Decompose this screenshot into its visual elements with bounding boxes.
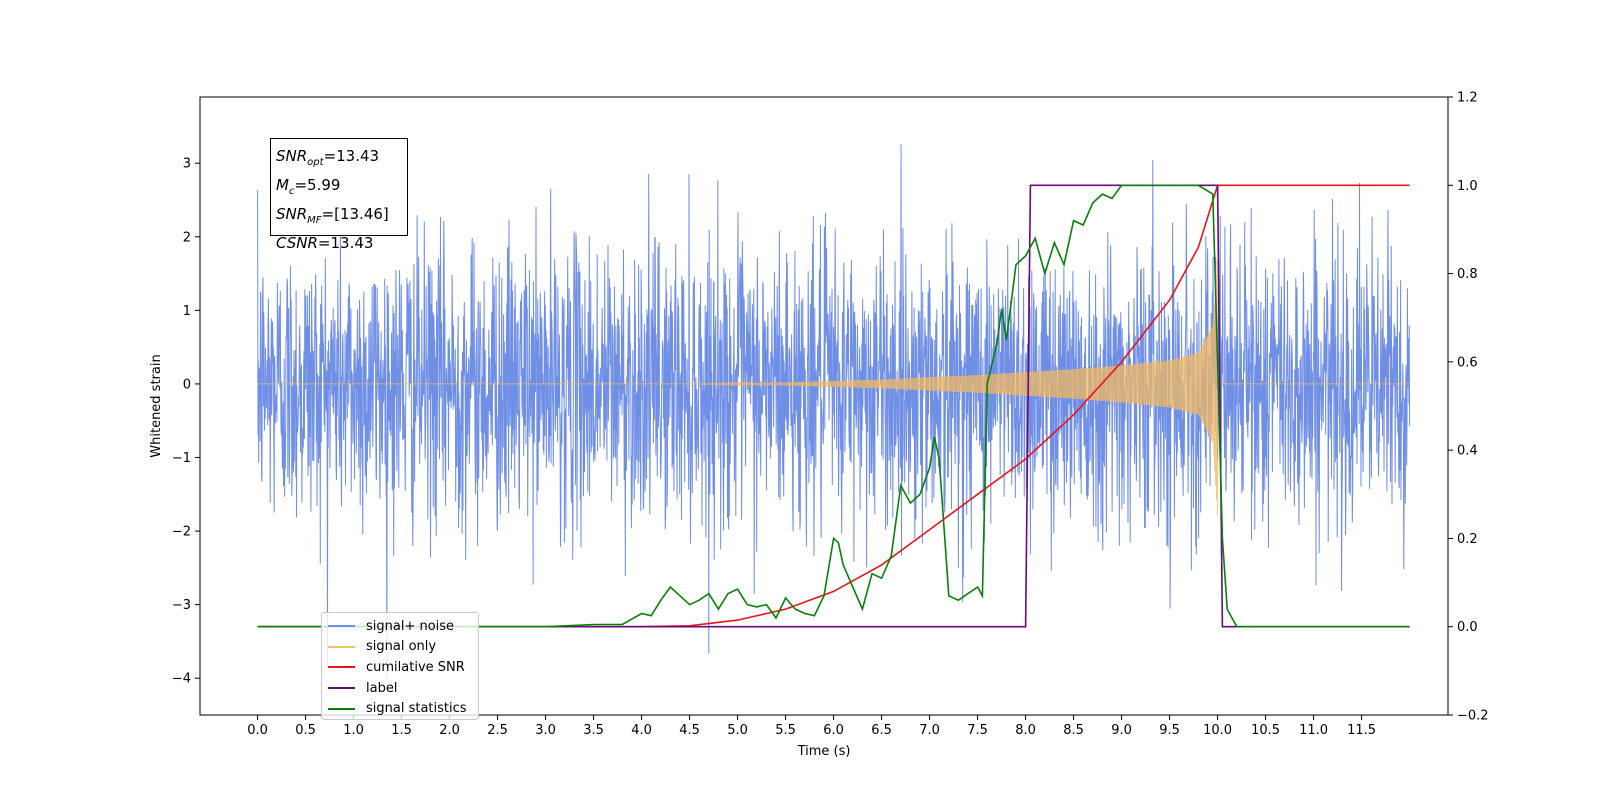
snr-mf-sub: MF — [307, 215, 322, 226]
legend-item-signal-noise: signal+ noise — [328, 616, 478, 637]
y-right-tick-label: 1.2 — [1457, 91, 1478, 106]
csnr-base: CSNR — [276, 234, 318, 252]
series-signal-only-line — [257, 260, 1410, 516]
y-left-tick-label: −3 — [172, 598, 191, 613]
legend-item-cumilative-snr: cumilative SNR — [328, 657, 478, 678]
x-tick-label: 0.5 — [295, 723, 316, 738]
y-right-tick-label: 0.8 — [1457, 267, 1478, 282]
y-right-tick-label: 0.4 — [1457, 444, 1478, 459]
snr-opt-sub: opt — [307, 157, 324, 168]
legend-label: signal only — [366, 639, 437, 655]
csnr-value: =13.43 — [317, 234, 374, 252]
snr-mf-line: SNRMF=[13.46] — [276, 203, 407, 232]
legend-swatch — [328, 645, 355, 648]
legend-item-label: label — [328, 678, 478, 699]
x-tick-label: 6.5 — [871, 723, 892, 738]
x-axis-label: Time (s) — [797, 744, 851, 759]
y-axis-left-label: Whitened strain — [149, 354, 164, 457]
series-signal-statistics-line — [257, 184, 1410, 628]
x-tick-label: 6.0 — [823, 723, 844, 738]
legend-swatch — [328, 707, 355, 710]
snr-mf-base: SNR — [276, 205, 308, 223]
x-tick-label: 4.0 — [631, 723, 652, 738]
csnr-line: CSNR=13.43 — [276, 232, 407, 254]
x-tick-label: 5.0 — [727, 723, 748, 738]
legend-label: signal statistics — [366, 701, 467, 717]
series-signal-noise-line — [257, 144, 1411, 678]
x-tick-label: 2.5 — [487, 723, 508, 738]
legend-item-signal-statistics: signal statistics — [328, 698, 478, 719]
snr-annotation-box: SNRopt=13.43 Mc=5.99 SNRMF=[13.46] CSNR=… — [270, 138, 408, 252]
legend: signal+ noise signal only cumilative SNR… — [321, 612, 479, 720]
y-left-tick-label: −2 — [172, 525, 191, 540]
legend-label: signal+ noise — [366, 618, 455, 634]
y-left-tick-label: −1 — [172, 451, 191, 466]
y-axis-left: 3 2 1 0 −1 −2 −3 −4 — [172, 157, 200, 687]
x-tick-label: 3.5 — [583, 723, 604, 738]
x-tick-label: 7.0 — [919, 723, 940, 738]
x-tick-label: 11.0 — [1299, 723, 1328, 738]
x-tick-label: 9.0 — [1111, 723, 1132, 738]
x-tick-label: 3.0 — [535, 723, 556, 738]
y-left-tick-label: 2 — [183, 230, 191, 245]
snr-mf-value: =[13.46] — [321, 205, 389, 223]
x-tick-label: 0.0 — [247, 723, 268, 738]
y-left-tick-label: 3 — [183, 157, 191, 172]
y-right-tick-label: 0.2 — [1457, 532, 1478, 547]
x-tick-label: 8.0 — [1015, 723, 1036, 738]
x-tick-label: 9.5 — [1159, 723, 1180, 738]
snr-opt-line: SNRopt=13.43 — [276, 145, 407, 174]
legend-swatch — [328, 625, 355, 628]
y-axis-right: 1.2 1.0 0.8 0.6 0.4 0.2 0.0 −0.2 — [1448, 91, 1489, 724]
legend-swatch — [328, 687, 355, 690]
legend-swatch — [328, 666, 355, 669]
series-layer — [257, 144, 1411, 678]
mc-sub: c — [288, 186, 295, 197]
mc-value: =5.99 — [294, 176, 341, 194]
x-tick-label: 2.0 — [439, 723, 460, 738]
x-tick-label: 10.0 — [1203, 723, 1232, 738]
legend-item-signal-only: signal only — [328, 637, 478, 658]
x-tick-label: 1.0 — [343, 723, 364, 738]
legend-label: label — [366, 680, 398, 696]
y-left-tick-label: −4 — [172, 672, 191, 687]
y-left-tick-label: 1 — [183, 304, 191, 319]
snr-opt-value: =13.43 — [323, 147, 380, 165]
x-tick-label: 7.5 — [967, 723, 988, 738]
mc-base: M — [276, 176, 289, 194]
y-right-tick-label: −0.2 — [1457, 709, 1489, 724]
x-tick-label: 8.5 — [1063, 723, 1084, 738]
x-tick-label: 4.5 — [679, 723, 700, 738]
y-right-tick-label: 0.0 — [1457, 620, 1478, 635]
y-right-tick-label: 1.0 — [1457, 179, 1478, 194]
legend-label: cumilative SNR — [366, 659, 465, 675]
x-tick-label: 1.5 — [391, 723, 412, 738]
x-axis: 0.0 0.5 1.0 1.5 2.0 2.5 3.0 3.5 4.0 4.5 5.0 5.5 6.0 6… — [247, 715, 1376, 738]
y-left-tick-label: 0 — [183, 377, 191, 392]
mc-line: Mc=5.99 — [276, 174, 407, 203]
x-tick-label: 5.5 — [775, 723, 796, 738]
snr-opt-base: SNR — [276, 147, 308, 165]
x-tick-label: 10.5 — [1251, 723, 1280, 738]
x-tick-label: 11.5 — [1347, 723, 1376, 738]
plot-frame — [199, 96, 1449, 716]
y-right-tick-label: 0.6 — [1457, 355, 1478, 370]
